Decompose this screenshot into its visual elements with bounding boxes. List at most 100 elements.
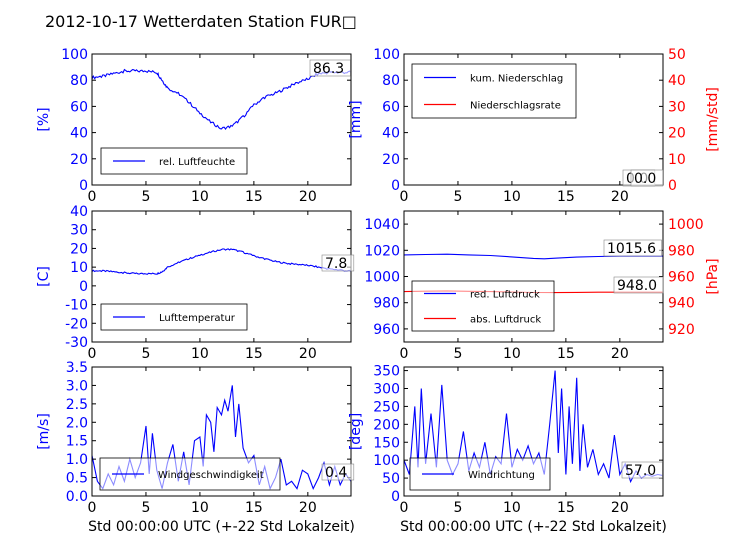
series-line-2-0 (91, 248, 352, 275)
current-value: 7.8 (325, 256, 347, 272)
y2-tick-label: 920 (668, 322, 695, 338)
x-tick-label: 10 (503, 500, 521, 516)
legend-box (411, 63, 577, 119)
plot-frame (403, 366, 664, 497)
y2-tick-label: 20 (668, 126, 686, 142)
plot-frame (91, 210, 352, 343)
y-tick-label: 960 (373, 322, 400, 338)
legend-entry: abs. Luftdruck (470, 315, 541, 326)
legend-entry: Windrichtung (468, 470, 535, 481)
y2-axis-label: [hPa] (705, 258, 721, 294)
series-line-5-0 (403, 370, 664, 484)
x-tick-label: 15 (245, 346, 263, 362)
x-tick-label: 0 (400, 500, 409, 516)
y-tick-label: 1020 (364, 243, 400, 259)
x-axis-label: Std 00:00:00 UTC (+-22 Std Lokalzeit) (88, 519, 355, 535)
y-axis-label: [m/s] (36, 413, 52, 450)
y-tick-label: 80 (70, 73, 88, 89)
plot-frame (403, 53, 664, 186)
figure-title: 2012-10-17 Wetterdaten Station FUR□ (45, 12, 357, 31)
y-tick-label: 60 (70, 99, 88, 115)
plot-frame (91, 53, 352, 186)
current-value: 57.0 (625, 463, 656, 479)
y-tick-label: 1000 (364, 270, 400, 286)
x-tick-label: 5 (141, 189, 150, 205)
y-tick-label: -20 (65, 316, 88, 332)
y-tick-label: -10 (65, 298, 88, 314)
legend-entry: red. Luftdruck (470, 290, 540, 301)
y-tick-label: 0 (391, 489, 400, 505)
x-tick-label: 0 (400, 189, 409, 205)
y2-tick-label: 10 (668, 152, 686, 168)
x-axis-label: Std 00:00:00 UTC (+-22 Std Lokalzeit) (400, 519, 667, 535)
y-tick-label: 20 (70, 241, 88, 257)
chart-panel-top-left: 0 5 10 15 20 0 20 40 60 80 100 [%] rel. Luftfeuchte 8… (36, 47, 352, 205)
legend-entry: kum. Niederschlag (470, 74, 563, 85)
series-line-0-0 (91, 68, 352, 131)
y-tick-label: 250 (373, 399, 400, 415)
y2-tick-label: 1000 (668, 217, 704, 233)
y-tick-label: 80 (382, 73, 400, 89)
y-tick-label: 0 (79, 279, 88, 295)
y-axis-label: [deg] (348, 413, 364, 450)
legend-entry: Lufttemperatur (159, 313, 236, 324)
y-axis-label: [%] (36, 107, 52, 131)
y2-tick-label: 940 (668, 296, 695, 312)
value-box (321, 463, 355, 481)
y-tick-label: 40 (70, 204, 88, 220)
y-tick-label: 1.5 (66, 434, 88, 450)
x-tick-label: 10 (191, 346, 209, 362)
y-tick-label: 1.0 (66, 452, 88, 468)
y-tick-label: 60 (382, 99, 400, 115)
current-value-2: 948.0 (617, 278, 657, 294)
x-tick-label: 10 (503, 189, 521, 205)
x-tick-label: 0 (400, 346, 409, 362)
current-value-2: 0.0 (634, 171, 656, 187)
y-tick-label: 200 (373, 417, 400, 433)
y2-tick-label: 0 (668, 178, 677, 194)
value-box-2 (613, 276, 664, 294)
y-tick-label: 350 (373, 364, 400, 380)
x-tick-label: 20 (299, 500, 317, 516)
y2-tick-label: 30 (668, 99, 686, 115)
y-tick-label: 0 (391, 178, 400, 194)
x-tick-label: 5 (141, 346, 150, 362)
x-tick-label: 15 (245, 500, 263, 516)
x-tick-label: 20 (299, 189, 317, 205)
x-tick-label: 0 (88, 500, 97, 516)
x-tick-label: 15 (245, 189, 263, 205)
legend-entry: Windgeschwindigkeit (158, 470, 264, 481)
y-axis-label: [mm] (348, 100, 364, 138)
y-tick-label: 0.0 (66, 489, 88, 505)
y-axis-label: [C] (36, 266, 52, 287)
y-tick-label: 40 (382, 126, 400, 142)
y-tick-label: 100 (373, 453, 400, 469)
y2-tick-label: 980 (668, 243, 695, 259)
x-tick-label: 15 (557, 500, 575, 516)
y-tick-label: 980 (373, 296, 400, 312)
y-tick-label: -30 (65, 335, 88, 351)
legend-box (411, 280, 555, 332)
y-tick-label: 300 (373, 382, 400, 398)
current-value: 86.3 (313, 61, 344, 77)
y-tick-label: 3.0 (66, 378, 88, 394)
current-value: 0.4 (325, 465, 347, 481)
y-tick-label: 40 (70, 126, 88, 142)
y2-tick-label: 960 (668, 270, 695, 286)
y-tick-label: 100 (61, 47, 88, 63)
x-tick-label: 0 (88, 189, 97, 205)
chart-panel-middle-left: 0 5 10 15 20 -30 -20 -10 0 10 20 30 40 [C] Lufttempera… (36, 204, 355, 362)
plot-frame (91, 366, 352, 497)
x-tick-label: 10 (191, 500, 209, 516)
y-tick-label: 50 (382, 471, 400, 487)
y2-tick-label: 50 (668, 47, 686, 63)
x-tick-label: 5 (141, 500, 150, 516)
x-tick-label: 20 (611, 189, 629, 205)
x-tick-label: 15 (557, 346, 575, 362)
value-box (309, 59, 351, 77)
y-tick-label: 0.5 (66, 471, 88, 487)
y-tick-label: 100 (373, 47, 400, 63)
x-tick-label: 15 (557, 189, 575, 205)
